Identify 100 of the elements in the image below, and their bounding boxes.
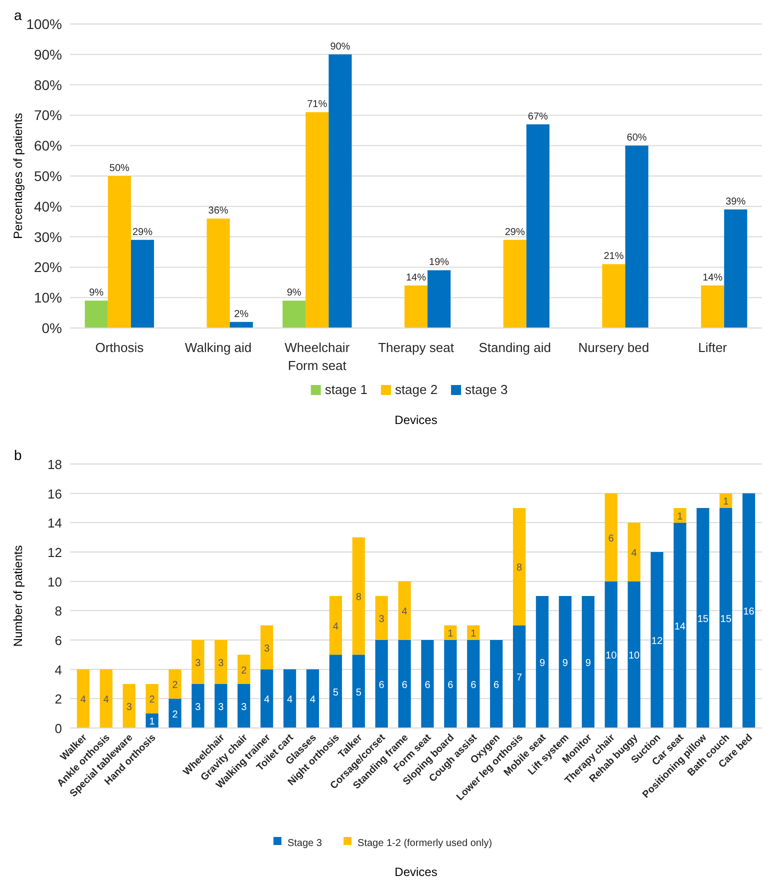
y-tick-label: 6 [54,633,62,648]
x-axis-title: Devices [394,865,438,879]
data-label: 5 [332,687,339,698]
data-label: 4 [264,694,270,706]
bar [282,300,306,328]
bar [701,285,724,328]
data-label: 1 [149,716,156,728]
data-label: 2 [149,694,156,706]
y-tick-label: 14 [48,516,62,531]
data-label: 4 [103,694,110,706]
y-tick-label: 40% [34,198,62,214]
data-label: 5 [356,687,362,698]
y-tick-label: 100% [26,16,62,32]
data-label: 1 [448,628,454,640]
data-label: 4 [332,621,339,632]
y-axis-title: Number of patients [11,545,25,647]
data-label: 60% [626,132,647,144]
bar [742,493,756,728]
bar [260,669,274,728]
data-label: 3 [264,643,270,654]
y-tick-label: 0 [54,721,62,736]
y-axis-title: Percentages of patients [11,112,25,240]
bar [421,640,434,728]
data-label: 6 [402,680,408,691]
data-label: 71% [307,99,328,110]
data-label: 8 [516,562,522,574]
data-label: 3 [218,702,224,713]
data-label: 21% [604,251,624,262]
data-label: 10 [628,650,640,662]
x-axis-title: Devices [394,413,438,427]
bar [428,270,451,328]
bar [444,640,457,728]
data-label: 12 [651,636,663,647]
legend-label: Stage 1-2 (formerly used only) [358,838,492,849]
data-label: 14% [702,272,723,284]
bar [650,552,664,728]
data-label: 7 [516,672,522,684]
legend-label: stage 3 [465,382,508,397]
bar [108,176,131,328]
bar [329,596,342,655]
data-label: 50% [109,163,130,174]
bar [558,596,572,728]
data-label: 6 [378,680,385,691]
bar [398,581,411,640]
data-label: 9 [539,658,546,669]
bar [628,581,640,728]
bar [283,669,296,728]
bar [168,698,182,728]
bar [329,654,342,728]
bar [724,209,748,328]
x-tick-label: Therapy seat [378,340,454,355]
bar [260,625,274,670]
data-label: 10 [606,650,618,662]
y-tick-label: 20% [34,259,62,276]
data-label: 6 [470,680,477,691]
bar [214,684,228,728]
bar [146,713,158,728]
bar [238,684,250,728]
bar [306,112,329,328]
bar [192,684,204,728]
x-tick-label: Orthosis [95,340,144,355]
data-label: 6 [494,680,500,691]
bar [625,146,648,328]
y-tick-label: 90% [34,46,62,62]
data-label: 6 [448,680,454,691]
data-label: 4 [402,606,408,618]
bar [146,684,158,714]
data-label: 3 [218,658,224,669]
chart-title: b [14,447,22,463]
data-label: 9 [585,658,592,669]
bar [398,640,411,728]
bar [674,508,686,523]
bar [720,508,732,728]
bar [604,581,618,728]
data-label: 15 [720,614,732,625]
y-tick-label: 4 [54,662,62,678]
data-label: 90% [330,41,350,52]
x-tick-label: Wheelchair Form seat [284,340,350,373]
bar [602,264,626,328]
data-label: 3 [241,702,248,713]
data-label: 2 [241,665,248,676]
legend-label: stage 2 [394,382,438,397]
bar [238,654,250,684]
y-tick-label: 0% [42,320,62,336]
y-tick-label: 12 [48,545,62,560]
bar [674,522,686,728]
data-label: 1 [677,511,684,522]
bar [467,640,480,728]
bar [404,285,428,328]
bar [352,654,365,728]
bar [375,640,388,728]
legend-label: Stage 3 [287,838,322,849]
data-label: 15 [697,614,709,625]
bar [214,640,228,684]
data-label: 4 [80,694,86,706]
y-tick-label: 70% [34,107,62,124]
chart-title: a [14,7,22,23]
data-label: 1 [470,628,477,640]
y-tick-label: 10% [34,290,62,306]
bar [328,54,352,328]
